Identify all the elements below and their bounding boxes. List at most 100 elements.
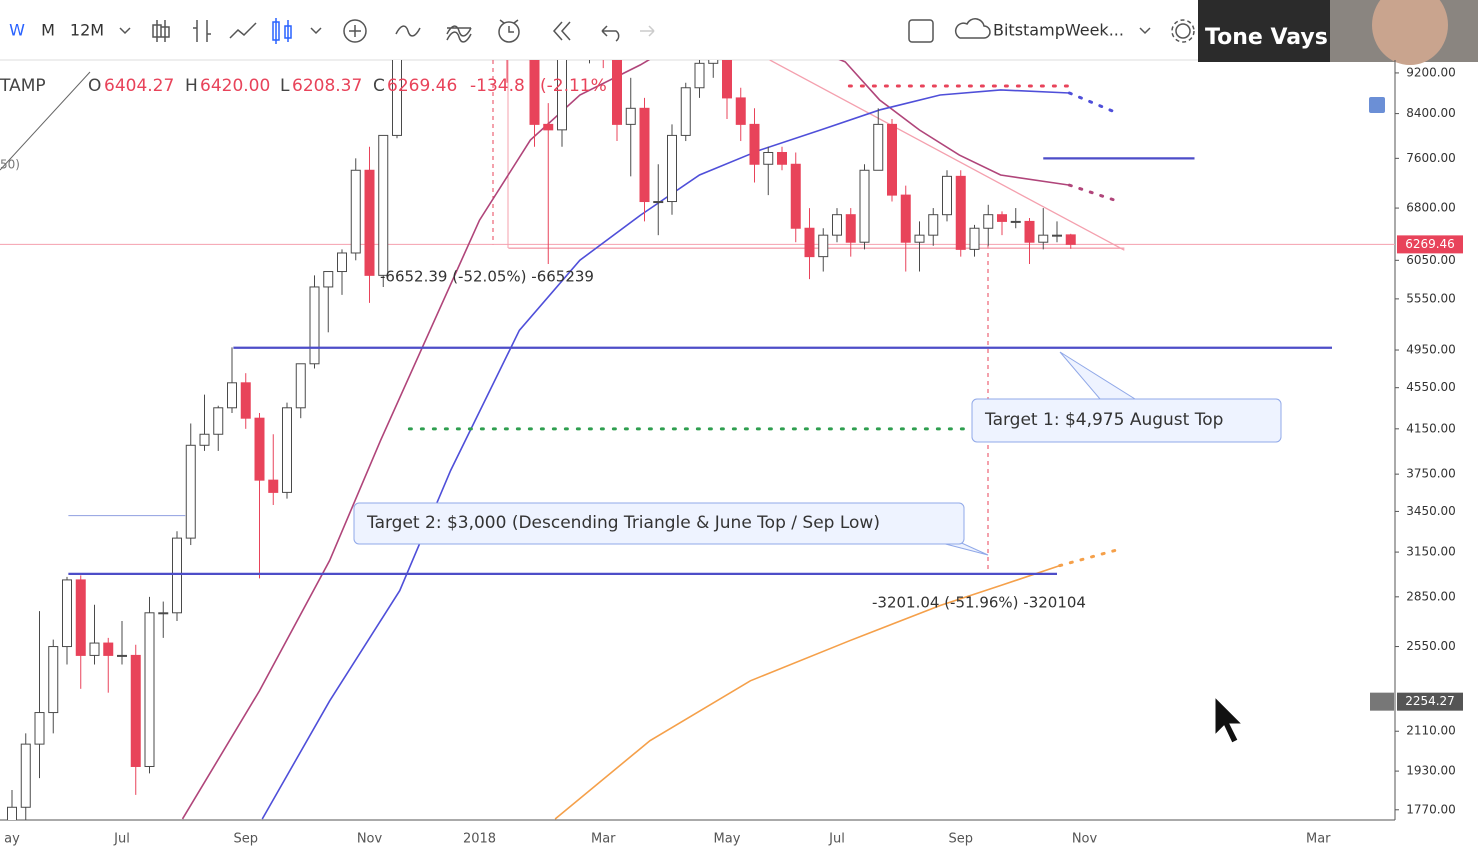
candle-body <box>282 407 292 493</box>
y-tick-label: 3150.00 <box>1406 545 1456 559</box>
candle-body <box>914 234 925 243</box>
y-tick-label: 1770.00 <box>1406 802 1456 816</box>
moving-average <box>1067 183 1117 202</box>
callout-text: Target 1: $4,975 August Top <box>984 410 1223 430</box>
x-tick-label: Mar <box>1306 832 1331 847</box>
candle-body <box>1065 234 1076 245</box>
crosshair-label: 2254.27 <box>1405 694 1455 708</box>
y-tick-label: 3450.00 <box>1406 504 1456 518</box>
candle-body <box>832 214 842 236</box>
y-tick-label: 5550.00 <box>1406 291 1456 305</box>
candle-body <box>117 654 127 657</box>
ohlc-key: L <box>280 76 290 96</box>
candle-body <box>845 214 856 243</box>
moving-average <box>1067 91 1117 114</box>
drawing-line <box>0 71 91 171</box>
ohlc-value: 6404.27 <box>104 76 174 96</box>
candle-body <box>955 175 966 250</box>
candle-body <box>144 612 155 767</box>
candle-body <box>928 214 939 236</box>
candle-body <box>309 286 320 365</box>
candle-body <box>364 169 375 276</box>
overlay-layer: Target 1: $4,975 August Top Target 2: $3… <box>0 76 1385 744</box>
candle-body <box>213 407 224 435</box>
candle-body <box>185 444 196 539</box>
x-tick-label: ay <box>4 832 20 847</box>
candle-body <box>254 417 265 481</box>
last-price-label: 6269.46 <box>1405 237 1455 251</box>
x-tick-label: Nov <box>1072 832 1098 847</box>
candle-body <box>749 123 760 165</box>
candle-body <box>859 169 870 243</box>
candle-body <box>227 382 237 409</box>
y-tick-label: 4950.00 <box>1406 343 1456 357</box>
measure-label: -3201.04 (-51.96%) -320104 <box>872 594 1086 612</box>
x-tick-label: May <box>714 832 741 847</box>
y-tick-label: 8400.00 <box>1406 106 1456 120</box>
candle-body <box>48 646 59 714</box>
candle-body <box>268 479 279 493</box>
ohlc-value: 6269.46 <box>387 76 457 96</box>
y-tick-label: 2110.00 <box>1406 724 1456 738</box>
callout-box <box>971 398 1282 443</box>
dropdown-icon[interactable] <box>119 27 131 35</box>
candle-body <box>20 743 31 808</box>
candle-body <box>969 227 980 250</box>
range[interactable]: 12M <box>70 21 104 40</box>
candle-body <box>295 363 306 409</box>
interval-w[interactable]: W <box>9 21 25 40</box>
indicator-label: 50) <box>0 158 20 172</box>
x-tick-label: Jul <box>828 832 845 847</box>
candle-body <box>694 62 705 89</box>
ohlc-key: C <box>373 76 385 96</box>
candle-body <box>639 107 650 203</box>
candle-body <box>625 107 636 125</box>
candle-body <box>240 382 251 419</box>
measure-label: -6652.39 (-52.05%) -665239 <box>380 268 594 286</box>
candle-body <box>529 60 540 125</box>
layout-name[interactable]: BitstampWeek... <box>993 21 1124 40</box>
candle-body <box>983 214 994 229</box>
candle-body <box>89 642 100 656</box>
ohlc-value: 6420.00 <box>200 76 270 96</box>
candle-body <box>337 252 347 273</box>
x-tick-label: Sep <box>948 832 973 847</box>
candle-body <box>62 579 72 648</box>
candle-body <box>323 271 334 288</box>
y-tick-label: 4150.00 <box>1406 421 1456 435</box>
trendline <box>769 60 1125 251</box>
callout-text: Target 2: $3,000 (Descending Triangle & … <box>366 513 880 533</box>
plot-area <box>0 60 1395 820</box>
candle-body <box>777 151 787 165</box>
crosshair-handle <box>1370 692 1394 711</box>
moving-average <box>181 60 1070 820</box>
candle-body <box>873 123 884 171</box>
ohlc-key: O <box>88 76 101 96</box>
side-icon[interactable] <box>1369 97 1385 113</box>
candle-body <box>942 175 952 216</box>
crosshair-box <box>1397 692 1463 711</box>
y-tick-label: 6800.00 <box>1406 201 1456 215</box>
candle-body <box>34 712 45 745</box>
cursor <box>1214 695 1244 744</box>
toolbar-icons[interactable] <box>152 18 1195 44</box>
webcam-name: Tone Vays <box>1205 25 1328 50</box>
webcam-face <box>1372 0 1448 65</box>
candle-body <box>763 151 774 165</box>
y-tick-label: 2550.00 <box>1406 639 1456 653</box>
candle-body <box>130 654 141 767</box>
candle-body <box>722 60 732 99</box>
moving-average <box>1058 549 1117 568</box>
candle-body <box>612 60 622 125</box>
y-tick-label: 4550.00 <box>1406 380 1456 394</box>
candle-body <box>804 227 815 258</box>
moving-average <box>554 564 1061 820</box>
interval-m[interactable]: M <box>41 21 55 40</box>
candle-body <box>818 234 829 258</box>
candle-body <box>103 642 114 656</box>
symbol: TAMP <box>0 76 46 96</box>
candle-body <box>900 194 911 243</box>
x-tick-label: 2018 <box>463 832 496 847</box>
candle-body <box>1038 234 1049 243</box>
x-tick-label: Sep <box>233 832 258 847</box>
